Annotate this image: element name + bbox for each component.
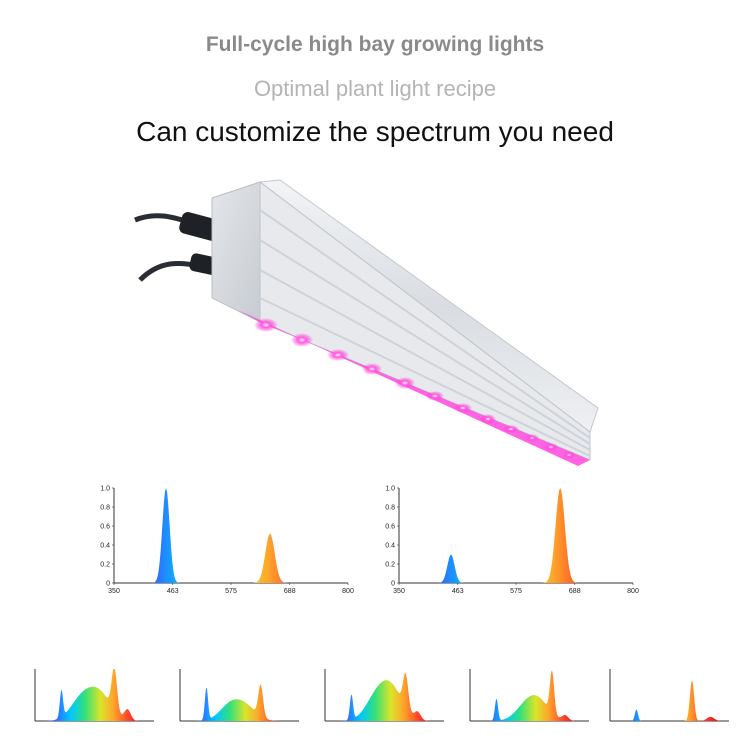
x-tick-label: 575 [510,588,522,595]
x-tick-label: 800 [342,588,354,595]
spectrum-chart-6 [469,669,589,722]
spectrum-curve [180,684,299,721]
x-tick-label: 350 [393,588,405,595]
x-tick-label: 463 [452,588,464,595]
spectrum-chart-7 [609,669,729,722]
spectrum-chart-4 [179,669,299,722]
x-tick-label: 575 [225,588,237,595]
led-strip [238,310,590,466]
x-tick-label: 350 [108,588,120,595]
headline-primary: Full-cycle high bay growing lights [205,33,545,56]
spectrum-chart-1: 350 463 575 688 800 0 0.2 0.4 0.6 0.8 1.0 [100,485,354,595]
headline-main: Can customize the spectrum you need [136,116,614,147]
y-tick-label: 0.8 [385,504,395,511]
spectrum-axes: 350 463 575 688 800 0 0.2 0.4 0.6 0.8 1.0 [385,485,639,595]
y-tick-label: 0.6 [385,523,395,530]
spectrum-chart-5 [324,669,444,722]
spectrum-curve [114,488,348,583]
spectrum-axes [609,669,729,722]
spectrum-curve [399,488,633,583]
spectrum-chart-2: 350 463 575 688 800 0 0.2 0.4 0.6 0.8 1.0 [385,485,639,595]
spectrum-curve [325,672,444,721]
x-tick-label: 688 [569,588,581,595]
y-tick-label: 0.8 [100,504,110,511]
headline-secondary: Optimal plant light recipe [253,76,497,101]
spectrum-curve [35,669,154,721]
end-cap [211,181,261,323]
led-lenses [254,318,575,459]
spectrum-axes: 350 463 575 688 800 0 0.2 0.4 0.6 0.8 1.0 [100,485,354,595]
y-tick-label: 0.2 [385,561,395,568]
y-tick-label: 0 [106,580,110,587]
y-tick-label: 0.4 [100,542,110,549]
y-tick-label: 0 [391,580,395,587]
y-tick-label: 0.6 [100,523,110,530]
x-tick-label: 800 [627,588,639,595]
y-tick-label: 0.2 [100,561,110,568]
spectrum-chart-3 [34,669,154,722]
spectrum-curve [610,680,729,721]
led-grow-light-bar-icon [134,179,599,466]
y-tick-label: 1.0 [385,485,395,492]
x-tick-label: 463 [167,588,179,595]
y-tick-label: 1.0 [100,485,110,492]
x-tick-label: 688 [284,588,296,595]
spectrum-curve [470,670,589,721]
y-tick-label: 0.4 [385,542,395,549]
